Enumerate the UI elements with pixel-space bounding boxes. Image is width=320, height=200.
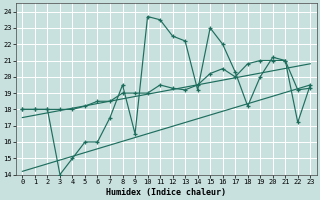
X-axis label: Humidex (Indice chaleur): Humidex (Indice chaleur) xyxy=(106,188,226,197)
